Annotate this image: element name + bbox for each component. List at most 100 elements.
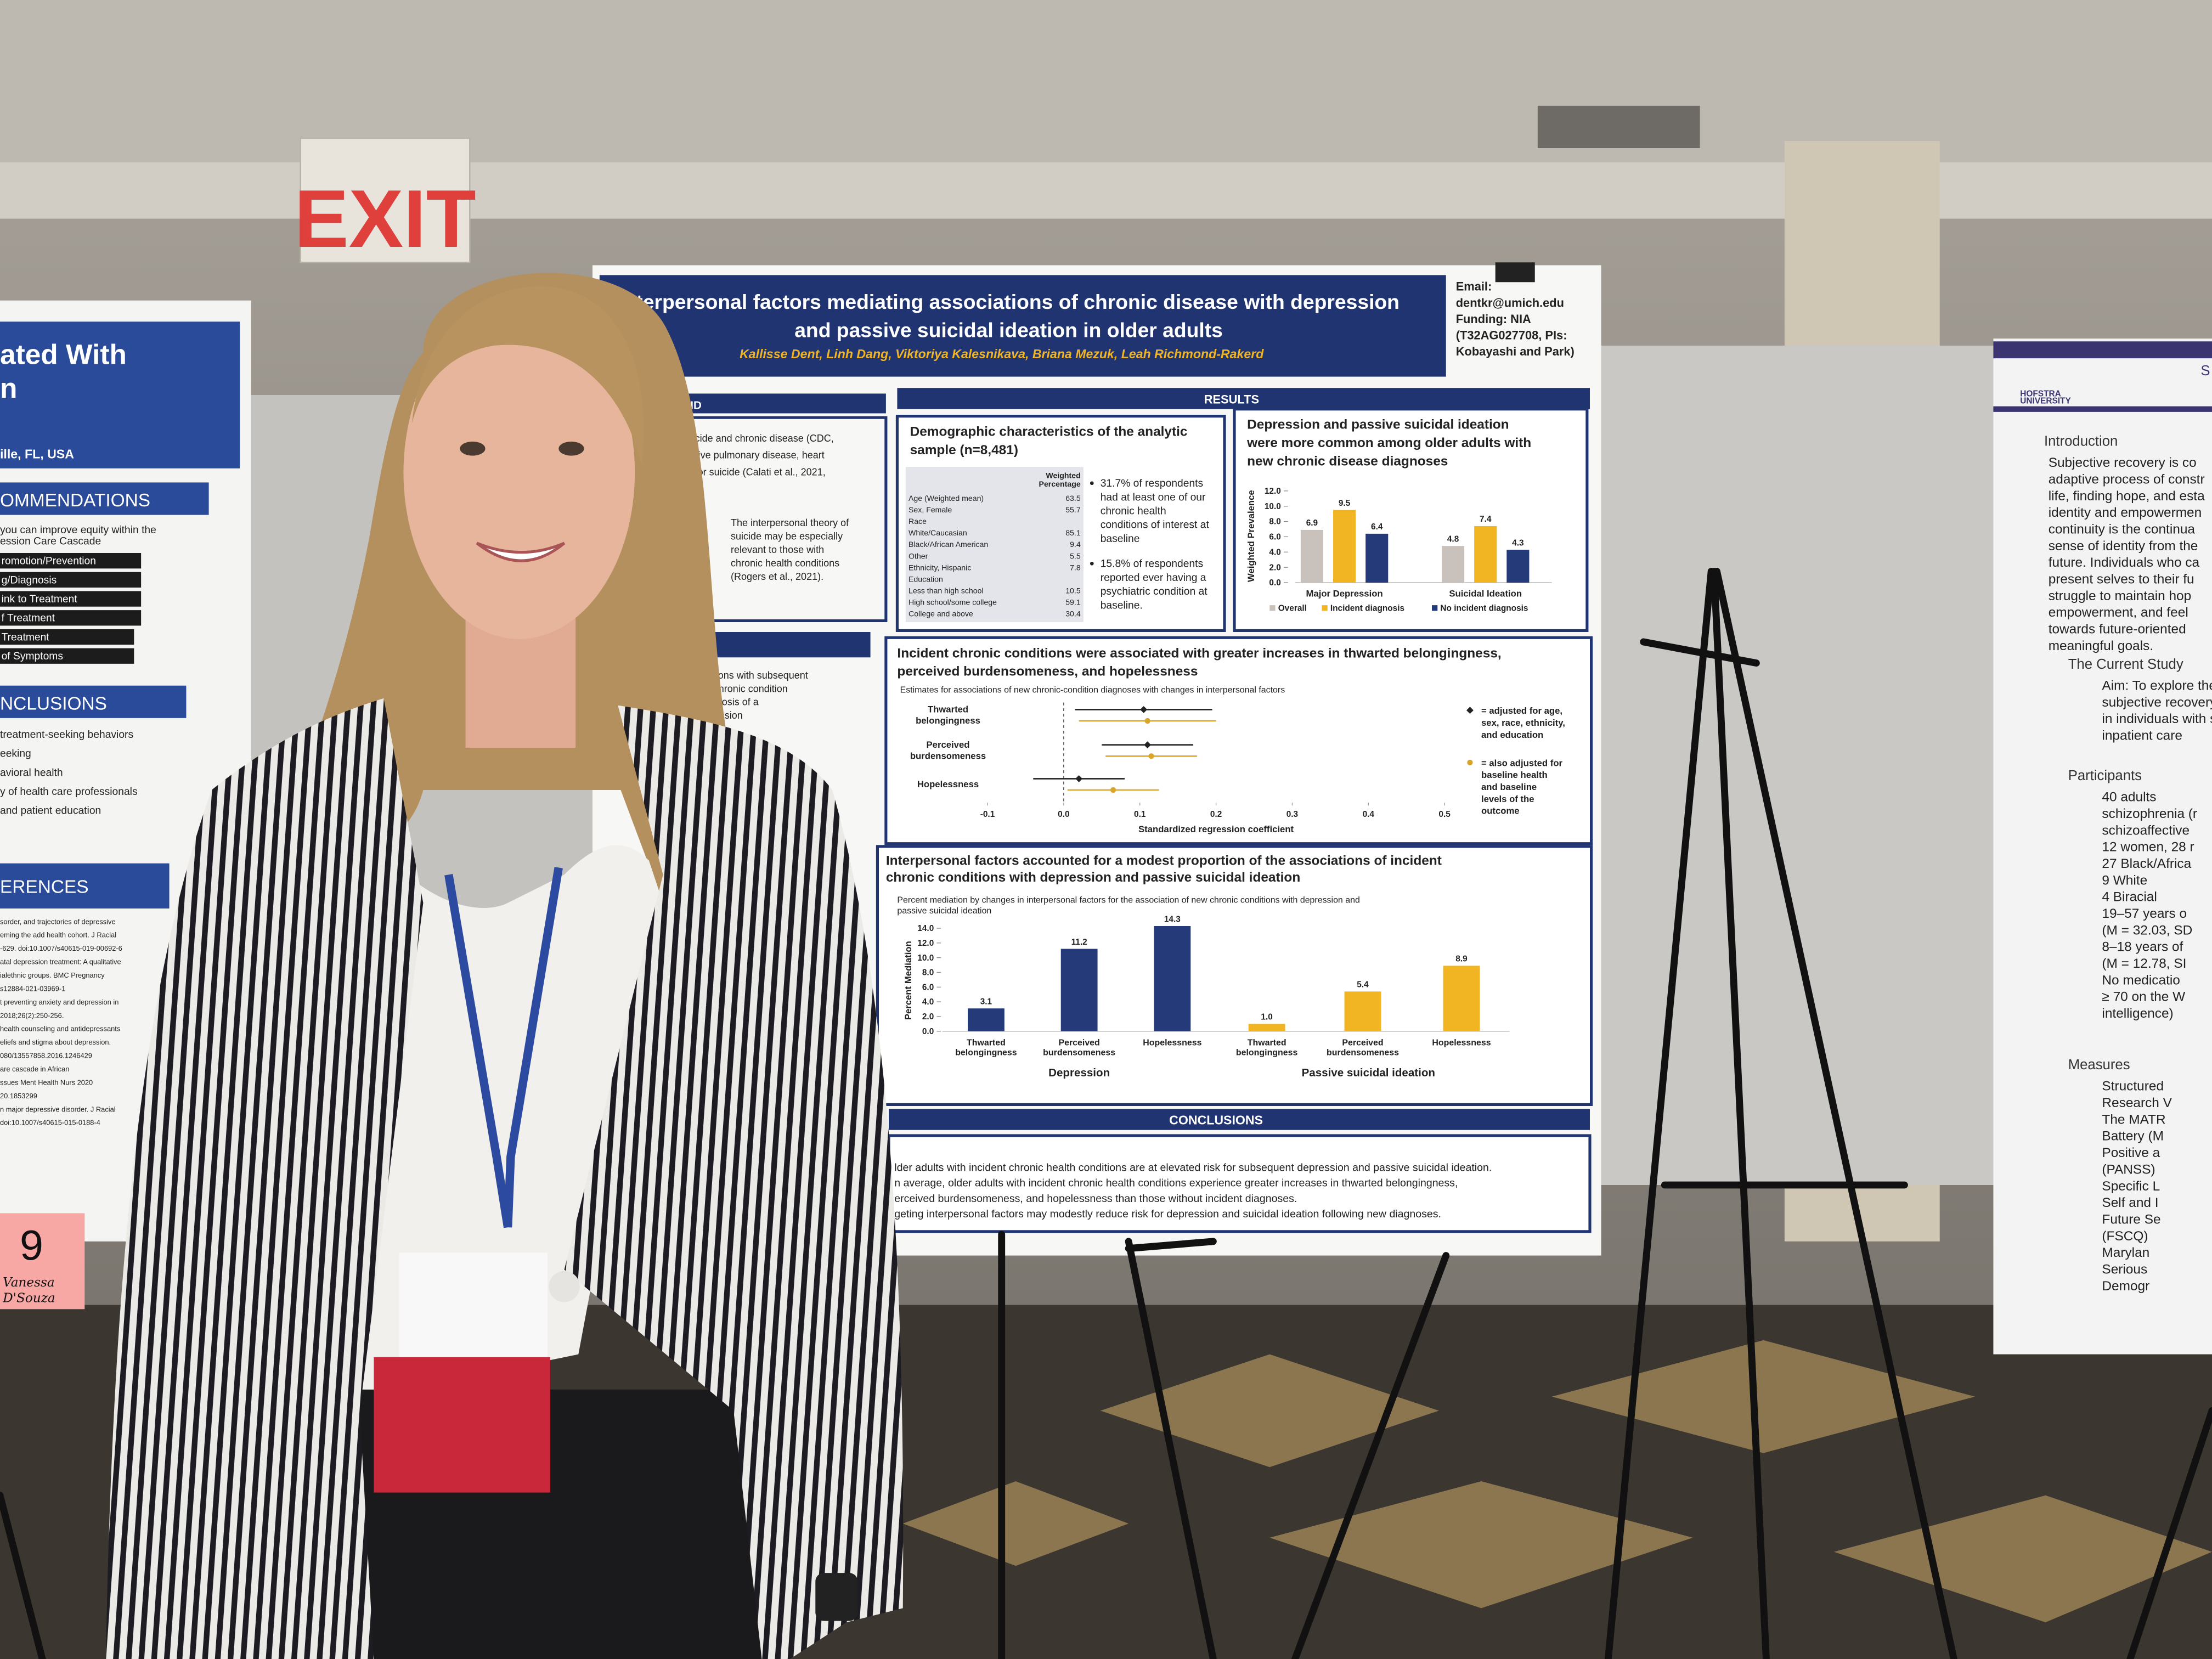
panel-title: sample (n=8,481) — [910, 443, 1018, 458]
section-bar — [0, 685, 187, 718]
body-text: The MATR — [2102, 1112, 2165, 1127]
body-text: Specific L — [2102, 1179, 2160, 1194]
binder-clip — [1495, 262, 1535, 283]
bar — [1300, 529, 1323, 583]
panel — [884, 636, 1593, 845]
body-text: schizoaffective — [2102, 823, 2190, 838]
section-bar — [0, 482, 209, 515]
legend-swatch — [1322, 605, 1328, 611]
bullet-text: 15.8% of respondents — [1101, 558, 1203, 570]
body-text: subjective recovery a — [2102, 695, 2212, 710]
row-label: Perceived — [927, 740, 970, 750]
legend-marker — [1467, 759, 1473, 765]
step-label: ink to Treatment — [2, 594, 78, 605]
step-label: f Treatment — [2, 613, 55, 624]
x-tick-label: 0.2 — [1210, 810, 1222, 819]
step-box — [0, 629, 134, 645]
body-text: relevant to those with — [731, 544, 824, 555]
step-box — [0, 610, 142, 626]
point — [1110, 787, 1116, 793]
chart-title: Depression and passive suicidal ideation — [1247, 417, 1509, 432]
reference: 080/13557858.2016.1246429 — [0, 1052, 92, 1060]
reference: doi:10.1007/s40615-015-0188-4 — [0, 1119, 100, 1127]
row-label: Black/African American — [909, 540, 988, 549]
row-label: White/Caucasian — [909, 528, 967, 537]
step-box — [0, 648, 134, 664]
bullet-text: conditions of interest at — [1101, 520, 1210, 531]
section-bar — [0, 863, 170, 909]
bar — [1154, 926, 1191, 1031]
x-tick-label: Thwarted — [1248, 1038, 1286, 1047]
section-heading: The Current Study — [2068, 657, 2183, 672]
row-label: College and above — [909, 610, 973, 618]
data-label: 14.3 — [1164, 915, 1181, 924]
title-band — [599, 275, 1446, 377]
name-tag: Vanessa — [3, 1276, 54, 1290]
section-heading: ERENCES — [0, 877, 89, 898]
exit-text: EXIT — [294, 173, 476, 264]
bullet-text: reported ever having a — [1101, 572, 1206, 584]
legend-label: outcome — [1481, 806, 1520, 816]
body-text: life, finding hope, and esta — [2049, 489, 2205, 504]
body-text: Research V — [2102, 1096, 2172, 1110]
x-tick-label: 0.1 — [1134, 810, 1146, 819]
y-tick-label: 8.0 — [1269, 517, 1280, 527]
bar — [1442, 546, 1465, 583]
chart-title: chronic conditions with depression and p… — [886, 870, 1300, 885]
body-text: 4 Biracial — [2102, 890, 2157, 905]
legend-marker — [1466, 707, 1474, 714]
chart-title: Interpersonal factors accounted for a mo… — [886, 853, 1442, 868]
reference: ialethnic groups. BMC Pregnancy — [0, 971, 105, 979]
point — [1075, 775, 1083, 782]
body-text: ed risk for suicide (Calati et al., 2021… — [663, 467, 826, 478]
body-text: continuity is the continua — [2049, 522, 2196, 537]
x-tick-label: burdensomeness — [1043, 1048, 1115, 1057]
body-text: ≥ 70 on the W — [2102, 990, 2185, 1005]
y-tick-label: 4.0 — [922, 997, 934, 1007]
bullet-text: psychiatric condition at — [1101, 586, 1208, 597]
bullet — [1090, 561, 1094, 566]
body-text: 8–18 years of — [2102, 940, 2183, 955]
chart-title: new chronic disease diagnoses — [1247, 454, 1448, 469]
bar — [1248, 1024, 1285, 1031]
panel-title: Demographic characteristics of the analy… — [910, 425, 1188, 439]
row-value: 55.7 — [1065, 505, 1081, 514]
body-text: Battery (M — [2102, 1129, 2164, 1144]
x-tick-label: Suicidal Ideation — [1449, 589, 1522, 599]
x-tick-label: Perceived — [1342, 1038, 1383, 1047]
body-text: y of health care professionals — [0, 786, 138, 798]
row-label: belongingness — [916, 715, 980, 726]
step-box — [0, 591, 142, 607]
reference: 2018;26(2):250-256. — [0, 1011, 64, 1019]
contact: Kobayashi and Park) — [1456, 345, 1575, 358]
bar — [1474, 526, 1497, 583]
step-box — [0, 553, 142, 569]
body-text: future. Individuals who ca — [2049, 555, 2200, 570]
legend-label: and baseline — [1481, 782, 1537, 792]
authors: Kallisse Dent, Linh Dang, Viktoriya Kale… — [740, 347, 1264, 361]
step-label: g/Diagnosis — [2, 574, 57, 586]
data-label: 6.4 — [1371, 522, 1383, 532]
conclusion-text: lder adults with incident chronic health… — [894, 1161, 1492, 1173]
data-label: 7.4 — [1480, 515, 1492, 524]
body-text: in individuals with sch — [2102, 712, 2212, 726]
right-poster — [1993, 338, 2212, 1355]
x-tick-label: 0.4 — [1363, 810, 1375, 819]
body-text: present selves to their fu — [2049, 572, 2194, 587]
section-heading: Introduction — [2044, 434, 2118, 449]
vent — [1537, 105, 1700, 148]
x-tick-label: 0.5 — [1438, 810, 1451, 819]
row-label: Thwarted — [928, 704, 968, 715]
body-text: struggle to maintain hop — [2049, 589, 2192, 603]
reference: -629. doi:10.1007/s40615-019-00692-6 — [0, 944, 122, 952]
y-tick-label: 8.0 — [922, 968, 934, 978]
y-tick-label: 0.0 — [922, 1027, 934, 1036]
legend-swatch — [1269, 605, 1276, 611]
chart-subtitle: Percent mediation by changes in interper… — [897, 896, 1359, 905]
y-tick-label: 6.0 — [1269, 533, 1280, 542]
body-text: schizophrenia (r — [2102, 806, 2197, 821]
row-value: 85.1 — [1065, 528, 1081, 537]
body-text: eeking — [0, 748, 31, 760]
row-label: Ethnicity, Hispanic — [909, 563, 971, 572]
